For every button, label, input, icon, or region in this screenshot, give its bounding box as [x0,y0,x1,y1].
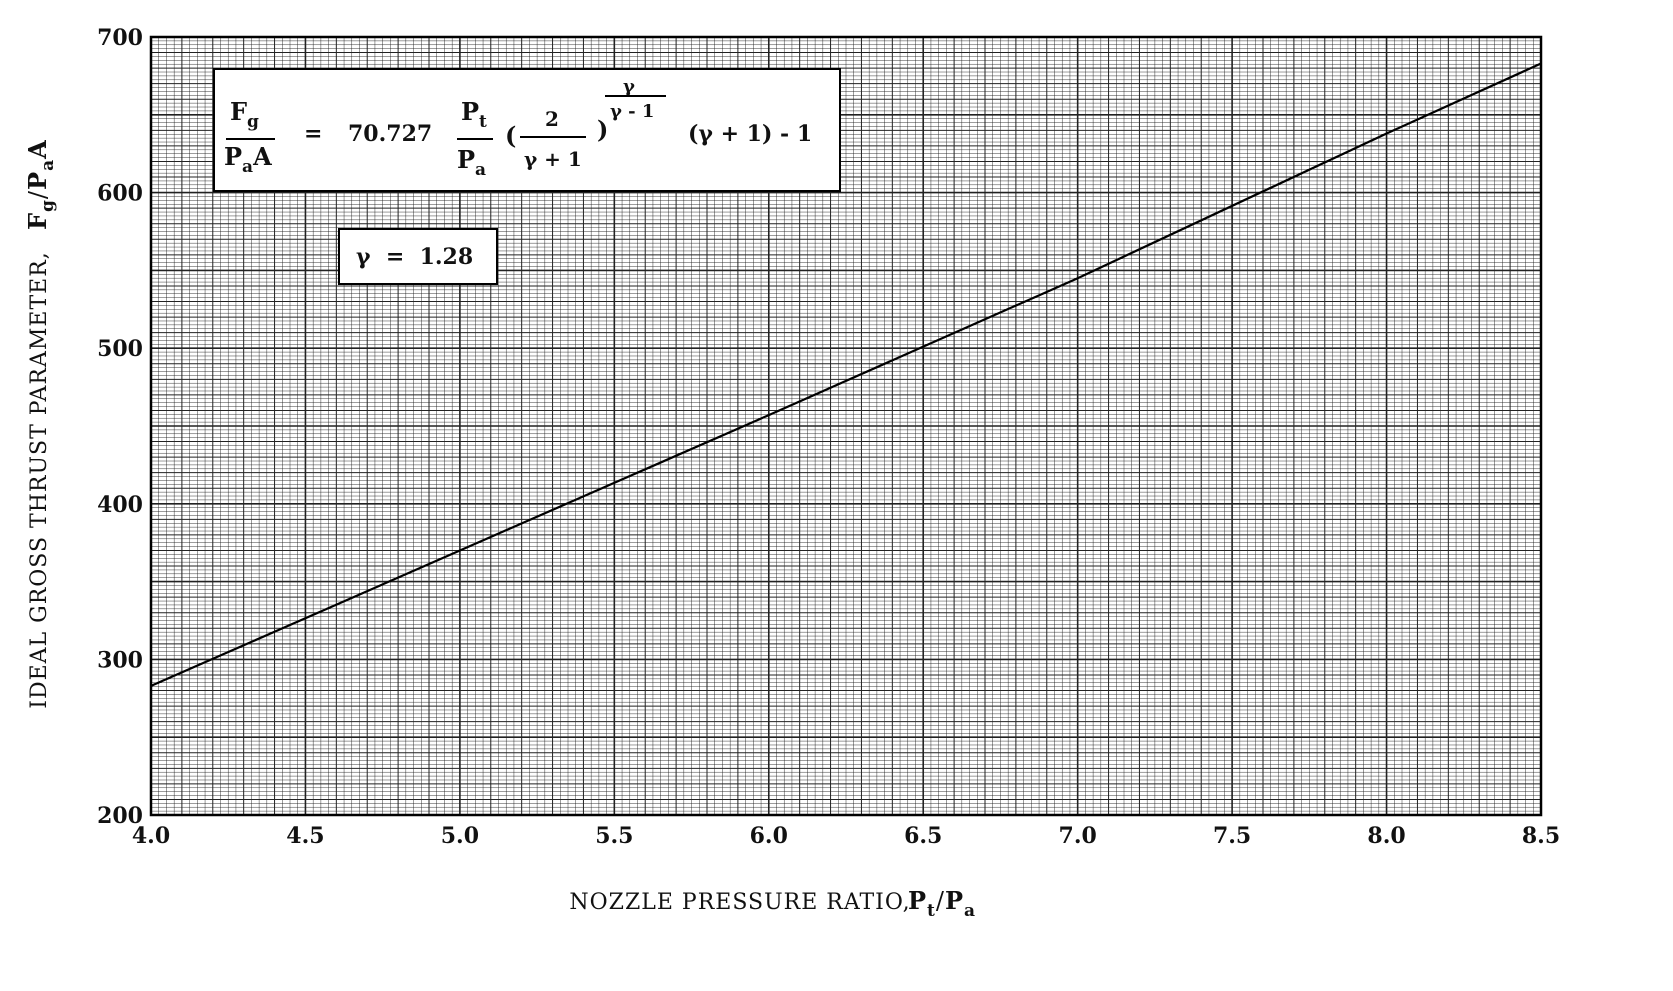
y-tick-label: 600 [97,181,143,207]
x-tick-label: 8.5 [1522,823,1560,849]
y-tick-labels: 200 300 400 500 600 700 [97,25,143,829]
x-tick-labels: 4.0 4.5 5.0 5.5 6.0 6.5 7.0 7.5 8.0 8.5 [132,823,1560,849]
x-tick-label: 5.5 [595,823,633,849]
plot-frame [149,35,1543,817]
y-tick-label: 400 [97,492,143,518]
y-tick-label: 200 [97,803,143,829]
x-tick-label: 8.0 [1367,823,1405,849]
series-layer [150,62,1542,687]
eq-paren-open: ( [505,121,516,150]
x-tick-label: 6.0 [750,823,788,849]
eq-equals: = [304,121,322,147]
x-tick-label: 7.5 [1213,823,1251,849]
x-axis-title: NOZZLE PRESSURE RATIO, [569,890,910,915]
eq-lhs-numerator: Fg [230,97,259,132]
equation-box: Fg PaA = 70.727 Pt Pa ( 2 γ + 1 ) γ γ - … [213,68,841,192]
eq-coefficient: 70.727 [348,121,432,147]
y-axis-title: IDEAL GROSS THRUST PARAMETER, [27,251,52,709]
grid [150,36,1542,816]
x-tick-label: 5.0 [441,823,479,849]
gamma-box-frame [338,228,498,285]
eq-paren-close: ) [597,115,608,144]
gamma-box: γ = 1.28 [338,228,498,285]
y-tick-label: 300 [97,647,143,673]
eq-ratio-numerator: Pt [461,97,487,132]
eq-tail: (γ + 1) - 1 [688,121,812,147]
eq-frac-denominator: γ + 1 [524,147,582,171]
x-tick-label: 4.0 [132,823,170,849]
x-tick-label: 4.5 [286,823,324,849]
eq-lhs-denominator: PaA [224,142,272,177]
eq-ratio-denominator: Pa [457,145,486,180]
x-tick-label: 6.5 [904,823,942,849]
x-tick-label: 7.0 [1059,823,1097,849]
y-axis-variable: Fg/PaA [23,139,58,230]
eq-frac-numerator: 2 [545,107,559,131]
equation-box-frame [213,68,841,192]
y-tick-label: 700 [97,25,143,51]
x-axis-variable: Pt/Pa [908,886,976,921]
series-line [150,62,1542,687]
eq-exponent-numerator: γ [623,76,635,97]
y-tick-label: 500 [97,336,143,362]
eq-exponent-denominator: γ - 1 [610,101,654,122]
gamma-value-label: γ = 1.28 [356,244,473,270]
